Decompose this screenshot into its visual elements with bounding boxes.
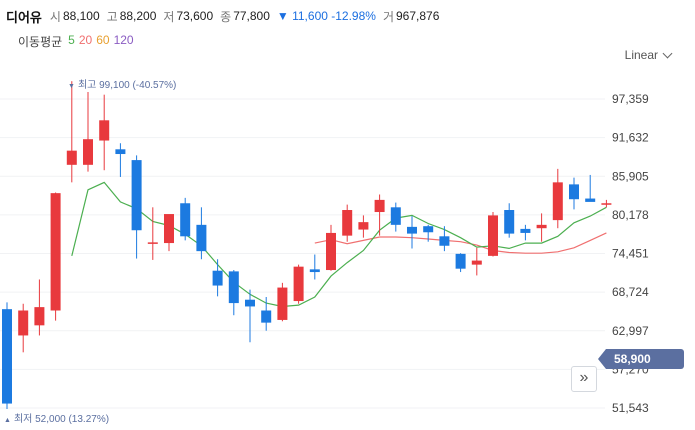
close-label: 종 <box>220 9 232 24</box>
candle-body <box>342 210 353 236</box>
candle-body <box>99 120 110 141</box>
candle-body <box>180 203 191 237</box>
change-value: ▼ 11,600 -12.98% <box>276 9 376 23</box>
candle-body <box>585 198 596 202</box>
candle-body <box>2 309 12 404</box>
low-label: 저 <box>163 9 175 24</box>
candle-body <box>439 236 450 246</box>
y-tick-label: 74,451 <box>612 247 649 261</box>
quote-summary: 디어유 시 88,100 고 88,200 저 73,600 종 77,800 ▼ 11… <box>6 6 446 26</box>
candle-body <box>50 193 61 311</box>
candle-body <box>471 260 482 265</box>
current-price-tag: 58,900 <box>598 349 684 369</box>
candle-body <box>115 149 126 155</box>
candle-body <box>569 184 579 200</box>
candle-body <box>34 307 45 326</box>
candle-body <box>293 266 304 302</box>
volume-value: 967,876 <box>396 9 440 23</box>
high-price-marker: ▼ 최고 99,100 (-40.57%) <box>68 76 176 91</box>
high-price-marker-label: 최고 99,100 (-40.57%) <box>77 80 177 91</box>
candle-body <box>358 222 369 230</box>
y-tick-label: 68,724 <box>612 285 649 299</box>
candle-body <box>488 215 498 256</box>
candle-body <box>504 210 515 234</box>
y-tick-label: 62,997 <box>612 324 649 338</box>
candle-body <box>374 199 385 213</box>
close-value: 77,800 <box>233 9 270 23</box>
candle-body <box>228 271 239 304</box>
scroll-to-latest-button[interactable]: » <box>571 366 597 392</box>
candle-body <box>261 310 272 323</box>
moving-average-legend[interactable]: 이동평균 5 20 60 120 <box>18 33 134 50</box>
stock-name: 디어유 <box>6 9 42 25</box>
ma-20-label: 20 <box>78 33 93 47</box>
candle-body <box>536 224 547 229</box>
y-tick-label: 91,632 <box>612 131 649 145</box>
candle-body <box>83 139 93 165</box>
candle-body <box>455 253 466 269</box>
candle-body <box>390 207 401 225</box>
candle-body <box>18 310 29 336</box>
y-tick-label: 97,359 <box>612 92 649 106</box>
ma-5-line <box>71 181 607 308</box>
candle-body <box>552 182 563 221</box>
ma-20-line <box>314 232 607 254</box>
candle-body <box>277 287 288 320</box>
low-price-marker: ▲ 최저 52,000 (13.27%) <box>4 410 109 425</box>
scale-selector-label: Linear <box>624 48 658 62</box>
volume-label: 거 <box>382 9 394 24</box>
candle-body <box>66 150 77 165</box>
triangle-up-icon: ▲ <box>4 417 11 424</box>
high-value: 88,200 <box>119 9 157 23</box>
scale-selector[interactable]: Linear <box>624 48 673 62</box>
candle-body <box>245 299 255 307</box>
ma-5-label: 5 <box>68 33 75 47</box>
candle-body <box>131 160 142 231</box>
low-value: 73,600 <box>176 9 214 23</box>
candle-body <box>423 226 434 233</box>
candle-body <box>520 228 531 233</box>
moving-average-title: 이동평균 <box>18 35 63 49</box>
candle-body <box>407 226 417 234</box>
low-price-marker-label: 최저 52,000 (13.27%) <box>13 414 110 425</box>
ma-60-label: 60 <box>96 33 110 47</box>
candle-body <box>196 224 207 252</box>
y-tick-label: 51,543 <box>612 401 649 415</box>
candle-body <box>601 203 612 205</box>
candle-body <box>326 232 336 271</box>
open-label: 시 <box>49 9 61 24</box>
ma-120-label: 120 <box>113 33 134 47</box>
open-value: 88,100 <box>62 9 100 23</box>
candle-body <box>309 269 320 273</box>
high-label: 고 <box>106 9 118 24</box>
candle-body <box>164 214 174 244</box>
y-tick-label: 80,178 <box>612 208 649 222</box>
y-tick-label: 85,905 <box>612 169 649 183</box>
candle-body <box>147 242 158 244</box>
candle-body <box>212 270 223 286</box>
triangle-down-icon: ▼ <box>68 83 75 90</box>
